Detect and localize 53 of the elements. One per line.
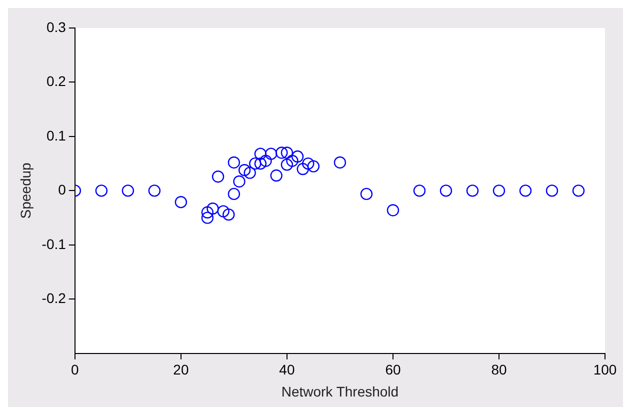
point bbox=[148, 184, 161, 197]
point bbox=[217, 205, 230, 218]
y-tick-label: 0 bbox=[58, 182, 66, 198]
x-tick-label: 80 bbox=[491, 362, 507, 378]
y-tick-label: -0.1 bbox=[42, 236, 66, 252]
point bbox=[206, 202, 219, 215]
point bbox=[228, 156, 240, 169]
point bbox=[291, 150, 304, 163]
point bbox=[233, 175, 246, 188]
x-tick-label: 40 bbox=[279, 362, 295, 378]
point bbox=[307, 160, 320, 172]
y-axis-title: Speedup bbox=[17, 162, 34, 219]
point bbox=[122, 184, 134, 197]
point bbox=[280, 158, 294, 171]
point bbox=[260, 154, 272, 167]
point bbox=[264, 148, 278, 160]
point bbox=[286, 154, 298, 167]
x-tick-label: 0 bbox=[71, 362, 80, 378]
point bbox=[296, 162, 309, 176]
point bbox=[492, 184, 506, 197]
point bbox=[546, 184, 558, 197]
point bbox=[572, 184, 585, 197]
y-tick-label: 0.1 bbox=[46, 127, 66, 144]
point bbox=[254, 148, 267, 160]
y-tick-label: 0.3 bbox=[46, 18, 66, 35]
point bbox=[174, 196, 188, 208]
point bbox=[360, 188, 373, 200]
point bbox=[519, 184, 532, 197]
point bbox=[244, 166, 256, 179]
point bbox=[254, 157, 267, 170]
point bbox=[440, 184, 452, 197]
point bbox=[249, 157, 262, 170]
y-tick-label: 0.2 bbox=[46, 73, 66, 90]
point bbox=[228, 188, 240, 200]
point bbox=[212, 170, 224, 183]
point bbox=[95, 184, 108, 197]
point bbox=[413, 184, 426, 197]
point bbox=[466, 184, 479, 197]
point bbox=[238, 164, 251, 176]
point bbox=[302, 157, 314, 170]
point bbox=[280, 146, 294, 159]
point bbox=[201, 212, 214, 224]
point bbox=[334, 156, 346, 169]
x-tick-label: 60 bbox=[385, 362, 401, 378]
point bbox=[222, 208, 235, 221]
x-tick-label: 100 bbox=[593, 362, 617, 378]
point bbox=[386, 204, 400, 216]
point bbox=[270, 169, 282, 182]
point bbox=[201, 206, 214, 218]
y-tick-label: -0.2 bbox=[42, 290, 66, 306]
x-axis-title: Network Threshold bbox=[281, 383, 399, 400]
point bbox=[276, 146, 288, 159]
x-tick-label: 20 bbox=[173, 362, 189, 378]
